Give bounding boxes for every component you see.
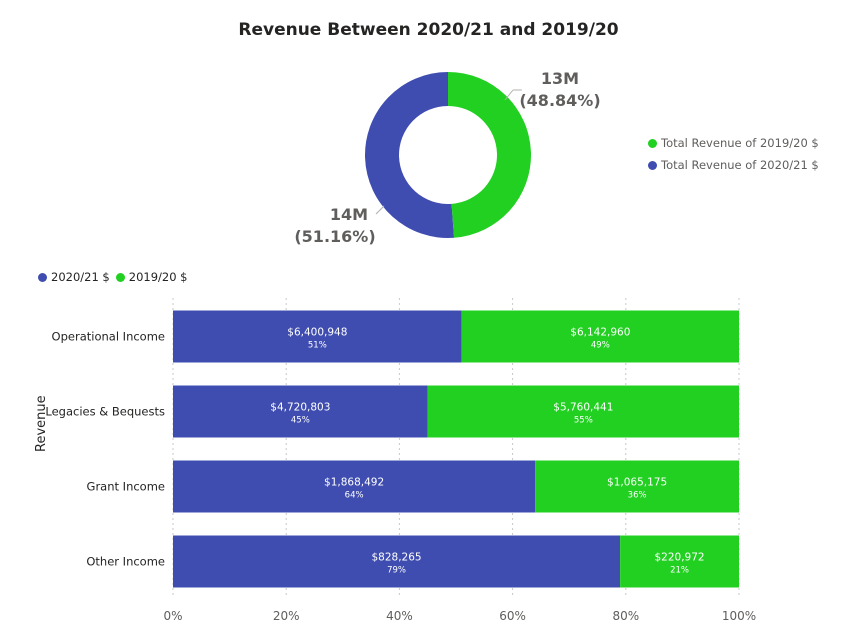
legend-dot-icon: [38, 272, 47, 282]
bar-percent-label: 45%: [291, 416, 310, 426]
bar-segment-2019-20[interactable]: [620, 535, 739, 588]
y-category-label: Legacies & Bequests: [45, 405, 165, 419]
y-category-label: Other Income: [86, 555, 165, 569]
donut-legend-label: Total Revenue of 2019/20 $: [661, 136, 819, 150]
bar-segment-2019-20[interactable]: [427, 385, 739, 438]
donut-label-blue-value: 14M: [329, 205, 368, 224]
bar-value-label: $6,400,948: [287, 327, 347, 339]
bar-percent-label: 79%: [387, 566, 406, 576]
x-tick-label: 40%: [386, 609, 413, 623]
bar-segment-2020-21[interactable]: [173, 310, 462, 363]
bar-value-label: $1,868,492: [324, 477, 384, 489]
bar-percent-label: 55%: [574, 416, 593, 426]
y-axis-title: Revenue: [34, 395, 49, 452]
donut-slice-2019-20[interactable]: [448, 72, 532, 238]
x-tick-label: 20%: [273, 609, 300, 623]
legend-dot-icon: [648, 160, 657, 170]
bar-legend-label: 2020/21 $: [51, 270, 110, 284]
x-tick-label: 60%: [499, 609, 526, 623]
donut-chart[interactable]: [0, 0, 857, 260]
legend-dot-icon: [115, 272, 125, 282]
bar-value-label: $1,065,175: [607, 477, 667, 489]
bar-segment-2020-21[interactable]: [173, 460, 536, 513]
bar-segment-2020-21[interactable]: [173, 535, 621, 588]
bar-percent-label: 49%: [591, 341, 610, 351]
bar-legend: 2020/21 $ 2019/20 $: [38, 270, 194, 284]
leader-line-blue: [375, 205, 385, 215]
bar-percent-label: 36%: [628, 491, 647, 501]
bar-segment-2019-20[interactable]: [461, 310, 739, 363]
legend-dot-icon: [648, 138, 657, 148]
x-tick-label: 80%: [612, 609, 639, 623]
y-category-label: Operational Income: [52, 330, 165, 344]
donut-legend-item-2020-21[interactable]: Total Revenue of 2020/21 $: [648, 158, 819, 172]
bar-legend-item-2019-20[interactable]: 2019/20 $: [115, 270, 188, 284]
donut-legend-label: Total Revenue of 2020/21 $: [661, 158, 819, 172]
donut-slice-2020-21[interactable]: [365, 72, 455, 238]
bar-segment-2020-21[interactable]: [173, 385, 428, 438]
bar-value-label: $828,265: [372, 552, 422, 564]
donut-label-blue-pct: (51.16%): [294, 227, 376, 246]
donut-label-blue: 14M (51.16%): [290, 204, 380, 248]
bar-segment-2019-20[interactable]: [535, 460, 739, 513]
leader-line-green: [504, 89, 514, 101]
bar-value-label: $6,142,960: [570, 327, 630, 339]
donut-label-green-value: 13M: [540, 69, 580, 88]
x-tick-label: 100%: [722, 609, 756, 623]
bar-percent-label: 64%: [345, 491, 364, 501]
bar-percent-label: 51%: [308, 341, 327, 351]
bar-legend-item-2020-21[interactable]: 2020/21 $: [38, 270, 110, 284]
bar-value-label: $4,720,803: [270, 402, 330, 414]
donut-label-green-pct: (48.84%): [519, 91, 601, 110]
bar-value-label: $220,972: [655, 552, 705, 564]
chart-title: Revenue Between 2020/21 and 2019/20: [238, 20, 619, 40]
donut-legend-item-2019-20[interactable]: Total Revenue of 2019/20 $: [648, 136, 819, 150]
bar-value-label: $5,760,441: [553, 402, 613, 414]
bar-legend-label: 2019/20 $: [128, 270, 188, 284]
donut-label-green: 13M (48.84%): [515, 68, 605, 112]
bar-percent-label: 21%: [670, 566, 689, 576]
x-tick-label: 0%: [163, 609, 182, 623]
y-category-label: Grant Income: [87, 480, 165, 494]
